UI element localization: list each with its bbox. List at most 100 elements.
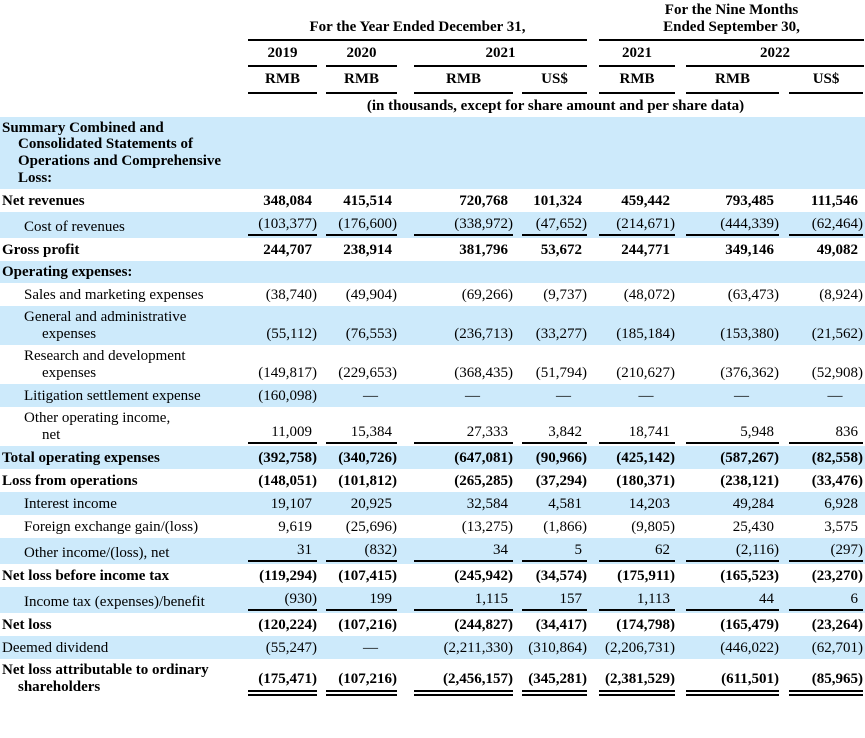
- cell-value: 27,333: [414, 423, 513, 444]
- cell-value: 4,581: [548, 495, 583, 512]
- year-header-2021-fy: 2021: [398, 42, 588, 69]
- col-group-year-ended: For the Year Ended December 31,: [246, 0, 588, 42]
- row-label: General and administrative expenses: [24, 309, 187, 343]
- cell-value: (153,380): [720, 326, 780, 343]
- cell-value: 31: [248, 541, 317, 562]
- cell-value: (37,294): [535, 472, 588, 489]
- cell-value: (34,417): [535, 616, 588, 633]
- cell-value: 19,107: [270, 495, 312, 512]
- cell-value: (38,740): [265, 287, 317, 304]
- cell-value: 11,009: [248, 423, 317, 444]
- cell-value: (368,435): [454, 364, 513, 381]
- row-label: Total operating expenses: [2, 449, 160, 466]
- cell-value: 9,619: [278, 518, 312, 535]
- cell-value: 199: [326, 590, 397, 611]
- cell-value: —: [363, 387, 378, 404]
- currency-header: US$: [514, 68, 588, 95]
- cell-value: —: [638, 387, 654, 404]
- cell-value: —: [465, 387, 480, 404]
- cell-value: (587,267): [720, 449, 780, 466]
- cell-value: (244,827): [454, 616, 513, 633]
- currency-header: US$: [780, 68, 865, 95]
- col-group-nine-months: For the Nine Months Ended September 30,: [588, 0, 865, 42]
- cell-value: (107,415): [338, 567, 397, 584]
- cell-value: (376,362): [720, 364, 780, 381]
- currency-header-row: RMB RMB RMB US$ RMB RMB US$: [0, 68, 865, 95]
- cell-value: (2,456,157): [414, 670, 513, 696]
- cell-value: 1,115: [414, 590, 513, 611]
- cell-value: 101,324: [533, 193, 583, 210]
- column-group-row: For the Year Ended December 31, For the …: [0, 0, 865, 42]
- cell-value: (34,574): [535, 567, 588, 584]
- table-body: Summary Combined and Consolidated Statem…: [0, 116, 865, 698]
- cell-value: (2,206,731): [605, 639, 676, 656]
- header-spacer: [0, 95, 246, 117]
- header-spacer: [0, 0, 246, 42]
- cell-value: 111,546: [810, 193, 859, 210]
- cell-value: 157: [522, 590, 588, 611]
- currency-header: RMB: [676, 68, 780, 95]
- cell-value: (229,653): [338, 364, 397, 381]
- table-row: General and administrative expenses (55,…: [0, 306, 865, 346]
- cell-value: (238,121): [720, 472, 780, 489]
- cell-value: 6: [789, 590, 864, 611]
- cell-value: (52,908): [811, 364, 864, 381]
- units-note-row: (in thousands, except for share amount a…: [0, 95, 865, 117]
- cell-value: 49,284: [732, 495, 775, 512]
- cell-value: (101,812): [338, 472, 397, 489]
- cell-value: (930): [248, 590, 317, 611]
- units-note: (in thousands, except for share amount a…: [366, 97, 745, 114]
- cell-value: 720,768: [459, 193, 508, 210]
- cell-value: 32,584: [466, 495, 508, 512]
- cell-value: —: [734, 387, 750, 404]
- cell-value: 49,082: [816, 242, 859, 259]
- cell-value: 20,925: [350, 495, 392, 512]
- row-label: Net loss before income tax: [2, 567, 170, 584]
- cell-value: 348,084: [263, 193, 312, 210]
- cell-value: (214,671): [599, 215, 676, 237]
- currency-header: RMB: [398, 68, 514, 95]
- cell-value: (63,473): [727, 287, 780, 304]
- row-label: Gross profit: [2, 242, 80, 259]
- cell-value: (62,701): [811, 639, 864, 656]
- cell-value: (9,805): [631, 518, 676, 535]
- cell-value: (107,216): [338, 616, 397, 633]
- year-header-row: 2019 2020 2021 2021 2022: [0, 42, 865, 69]
- table-row: Loss from operations (148,051) (101,812) (…: [0, 469, 865, 492]
- cell-value: 5: [522, 541, 588, 562]
- row-label: Net revenues: [2, 193, 85, 210]
- cell-value: (47,652): [522, 215, 588, 237]
- cell-value: (310,864): [528, 639, 588, 656]
- cell-value: (120,224): [258, 616, 317, 633]
- cell-value: 5,948: [686, 423, 780, 444]
- cell-value: (149,817): [258, 364, 317, 381]
- cell-value: (236,713): [454, 326, 513, 343]
- cell-value: (185,184): [616, 326, 676, 343]
- table-row: Summary Combined and Consolidated Statem…: [0, 116, 865, 190]
- table-row: Operating expenses:: [0, 261, 865, 284]
- table-row: Litigation settlement expense (160,098) —…: [0, 383, 865, 407]
- cell-value: 1,113: [599, 590, 676, 611]
- cell-value: 3,842: [522, 423, 588, 444]
- cell-value: 62: [599, 541, 676, 562]
- row-label: Interest income: [24, 495, 117, 512]
- cell-value: 44: [686, 590, 780, 611]
- cell-value: (21,562): [811, 326, 864, 343]
- table-row: Net loss (120,224) (107,216) (244,827) (34,…: [0, 613, 865, 636]
- year-header-2019: 2019: [246, 42, 318, 69]
- cell-value: (82,558): [811, 449, 864, 466]
- row-label: Operating expenses:: [2, 264, 133, 281]
- cell-value: (69,266): [461, 287, 513, 304]
- cell-value: 349,146: [725, 242, 775, 259]
- cell-value: (446,022): [720, 639, 780, 656]
- cell-value: (174,798): [616, 616, 676, 633]
- cell-value: (338,972): [414, 215, 513, 237]
- cell-value: —: [363, 639, 378, 656]
- cell-value: (33,277): [535, 326, 588, 343]
- cell-value: (49,904): [345, 287, 397, 304]
- cell-value: (647,081): [454, 449, 513, 466]
- table-row: Interest income 19,107 20,925 32,584 4,581 1…: [0, 491, 865, 515]
- currency-header: RMB: [318, 68, 398, 95]
- cell-value: (611,501): [686, 670, 780, 696]
- cell-value: 415,514: [343, 193, 392, 210]
